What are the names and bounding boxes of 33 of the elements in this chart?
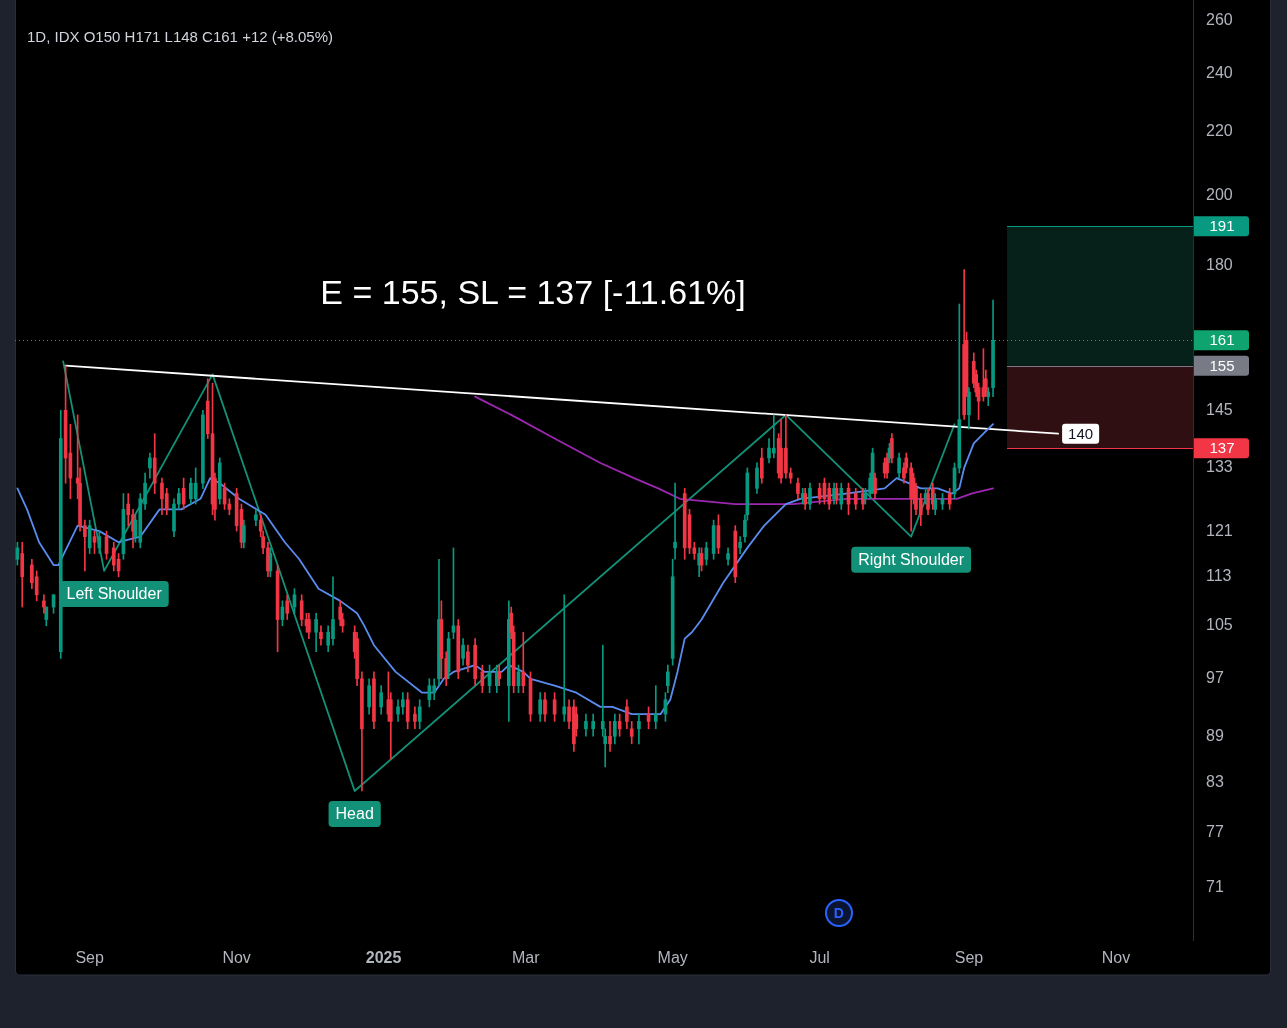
annotation: Right Shoulder	[858, 551, 965, 569]
y-tick-label: 83	[1206, 773, 1224, 791]
y-tick-label: 97	[1206, 669, 1224, 687]
y-tick-label: 113	[1206, 567, 1232, 585]
ref-line-label: 161	[1209, 331, 1235, 349]
y-tick-label: 71	[1206, 877, 1224, 895]
y-tick-label: 105	[1206, 616, 1233, 634]
y-tick-label: 121	[1206, 521, 1233, 539]
text: 1D, IDX O150 H171 L148 C161 +12 (+8.05%)	[27, 28, 334, 46]
annotation: Left Shoulder	[66, 585, 163, 603]
x-tick-label: Sep	[954, 949, 984, 967]
ref-line-label: 191	[1209, 217, 1235, 235]
y-tick-label: 260	[1206, 10, 1233, 28]
x-tick-label: Jul	[809, 949, 830, 967]
y-tick-label: 200	[1206, 185, 1233, 203]
y-tick-label: 220	[1206, 122, 1233, 140]
x-tick-label: Nov	[222, 949, 251, 967]
y-tick-label: 180	[1206, 256, 1233, 274]
ref-line-label: 155	[1209, 356, 1235, 374]
y-tick-label: 240	[1206, 64, 1233, 82]
y-tick-label: 89	[1206, 726, 1224, 744]
x-tick-label: Sep	[75, 949, 105, 967]
y-tick-label: 77	[1206, 823, 1224, 841]
ref-line-label: 137	[1209, 439, 1235, 457]
x-tick-label: May	[657, 949, 688, 967]
y-tick-label: 133	[1206, 458, 1233, 476]
annotation: Head	[335, 805, 374, 823]
x-tick-label: Mar	[511, 949, 541, 967]
x-tick-label: 2025	[365, 949, 402, 967]
data-label: 140	[1068, 424, 1094, 442]
annotation: E = 155, SL = 137 [-11.61%]	[320, 273, 746, 312]
x-tick-label: Nov	[1101, 949, 1131, 967]
y-tick-label: 145	[1206, 400, 1233, 418]
